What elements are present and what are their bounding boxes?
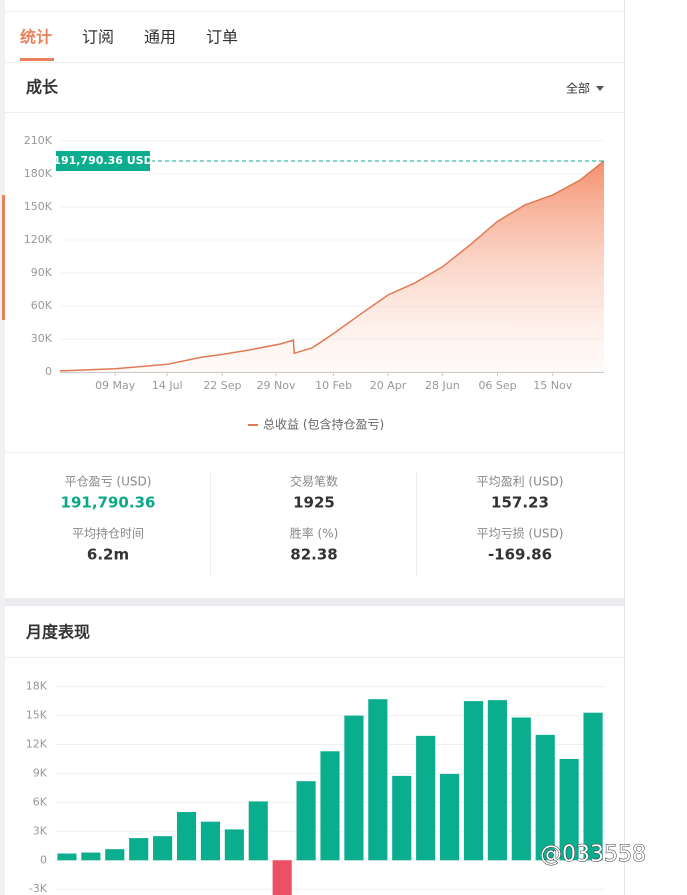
stat-value: 82.38: [290, 546, 337, 564]
bar: [368, 699, 388, 861]
section-title: 月度表现: [25, 623, 90, 642]
line: [59, 160, 605, 372]
tab[interactable]: 订单: [206, 28, 238, 47]
y-tick-label: 180K: [24, 167, 53, 180]
stat-label: 胜率 (%): [290, 526, 339, 541]
stat-value: 157.23: [491, 494, 549, 512]
watermark: @033558: [540, 842, 646, 867]
bar: [535, 734, 555, 861]
tab[interactable]: 订阅: [82, 28, 114, 47]
tab-underline: [20, 58, 54, 61]
stat-value: -169.86: [488, 546, 552, 564]
y-tick-label: 210K: [24, 134, 53, 147]
bar: [105, 849, 125, 861]
stat-value: 191,790.36: [61, 494, 156, 512]
stat-value: 1925: [293, 494, 335, 512]
stat-label: 平仓盈亏 (USD): [65, 475, 152, 489]
bar: [440, 773, 460, 861]
bar: [344, 715, 364, 861]
bar: [392, 775, 412, 861]
x-tick-label: 29 Nov: [257, 379, 296, 392]
tab[interactable]: 统计: [20, 28, 52, 47]
stat-label: 平均亏损 (USD): [477, 527, 564, 541]
x-tick-label: 15 Nov: [533, 379, 572, 392]
y-tick-label: 6K: [33, 795, 48, 808]
section-gap: [5, 598, 624, 606]
bar: [416, 735, 436, 861]
y-tick-label: 90K: [31, 266, 53, 279]
y-tick-label: 12K: [26, 738, 48, 751]
stat-label: 交易笔数: [290, 474, 338, 489]
section-title: 成长: [26, 78, 59, 97]
bar: [81, 852, 101, 861]
bar: [511, 717, 531, 861]
x-tick-label: 10 Feb: [315, 379, 352, 392]
y-tick-label: 3K: [33, 824, 48, 837]
area-fill: [60, 161, 604, 372]
legend-label: 总收益 (包含持仓盈亏): [263, 417, 384, 432]
stat-label: 平均持仓时间: [72, 526, 144, 541]
bar: [57, 853, 77, 861]
filter[interactable]: 全部: [566, 81, 590, 96]
stat-label: 平均盈利 (USD): [477, 475, 564, 489]
bar: [320, 751, 340, 861]
bar: [487, 700, 507, 861]
y-tick-label: 0: [45, 365, 52, 378]
scroll-indicator: [2, 195, 5, 320]
y-tick-label: 18K: [26, 680, 48, 693]
bar: [559, 758, 579, 861]
bar: [272, 860, 292, 895]
x-tick-label: 22 Sep: [203, 379, 241, 392]
bar: [129, 838, 149, 861]
dropdown-arrow: [596, 86, 604, 91]
bar: [224, 829, 244, 861]
reference-label: 191,790.36 USD: [53, 154, 152, 167]
y-tick-label: 150K: [24, 200, 53, 213]
bar: [176, 812, 197, 861]
y-tick-label: 0: [40, 853, 47, 866]
bar: [583, 712, 603, 861]
y-tick-label: -3K: [29, 882, 48, 895]
reference-badge: [56, 151, 150, 172]
x-tick-label: 28 Jun: [425, 379, 460, 392]
x-tick-label: 20 Apr: [370, 379, 407, 392]
y-tick-label: 9K: [33, 766, 48, 779]
bar: [153, 836, 173, 861]
left-strip: [0, 0, 5, 895]
bar: [296, 781, 316, 861]
x-tick-label: 14 Jul: [152, 379, 183, 392]
stat-value: 6.2m: [87, 546, 129, 564]
bar: [200, 821, 220, 861]
y-tick-label: 30K: [31, 332, 53, 345]
bar: [248, 801, 268, 861]
y-tick-label: 15K: [26, 709, 48, 722]
y-tick-label: 120K: [24, 233, 53, 246]
x-tick-label: 06 Sep: [478, 379, 516, 392]
tab[interactable]: 通用: [144, 28, 176, 47]
x-tick-label: 09 May: [95, 379, 136, 392]
y-tick-label: 60K: [31, 299, 53, 312]
bar: [463, 701, 484, 861]
